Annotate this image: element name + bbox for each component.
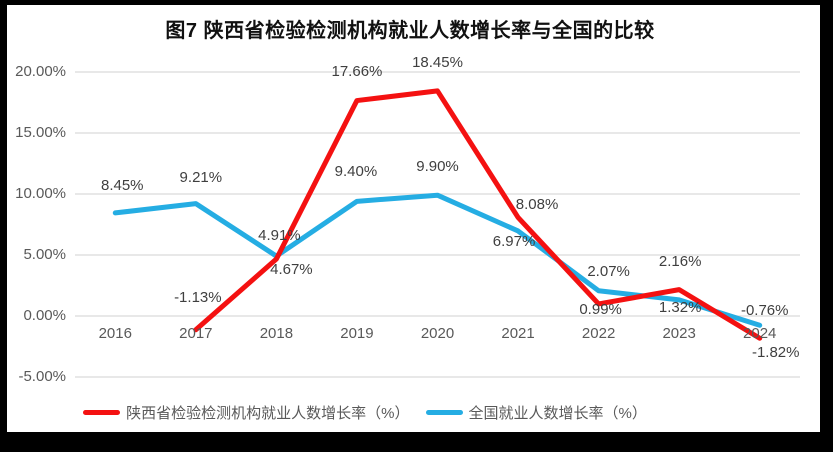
y-tick-label: 5.00%: [23, 246, 66, 263]
y-tick-label: 20.00%: [15, 63, 66, 80]
x-axis-label: 2020: [420, 325, 455, 342]
y-tick-label: 15.00%: [15, 124, 66, 141]
legend-item: 全国就业人数增长率（%）: [425, 402, 647, 423]
data-label: 4.67%: [270, 261, 313, 279]
data-label: 2.07%: [587, 262, 630, 280]
data-label: 4.91%: [258, 227, 301, 245]
chart-title: 图7 陕西省检验检测机构就业人数增长率与全国的比较: [165, 20, 655, 42]
data-label: 2.16%: [658, 252, 702, 270]
data-label: 0.99%: [579, 300, 622, 318]
legend-line-swatch-icon: [83, 410, 121, 415]
data-label: 8.08%: [515, 196, 559, 214]
data-label: 9.40%: [334, 163, 378, 181]
x-axis-label: 2024: [743, 325, 777, 342]
data-label: 9.21%: [179, 168, 223, 186]
x-axis-label: 2022: [581, 325, 616, 342]
x-axis-label: 2018: [259, 325, 294, 342]
y-tick-label: 0.00%: [23, 307, 66, 324]
x-axis-label: 2023: [662, 325, 696, 342]
x-axis-label: 2021: [501, 325, 535, 342]
legend-label: 陕西省检验检测机构就业人数增长率（%）: [126, 405, 410, 422]
data-label: -1.82%: [751, 344, 800, 362]
data-label: -0.76%: [740, 302, 789, 320]
data-label: 1.32%: [658, 298, 702, 316]
y-tick-label: 10.00%: [15, 185, 66, 202]
legend-item: 陕西省检验检测机构就业人数增长率（%）: [83, 402, 410, 423]
x-axis-label: 2019: [340, 325, 374, 342]
legend: 陕西省检验检测机构就业人数增长率（%） 全国就业人数增长率（%）: [0, 402, 775, 423]
data-label: 6.97%: [492, 232, 536, 250]
data-label: 17.66%: [331, 62, 383, 80]
data-label: 18.45%: [412, 53, 463, 71]
legend-label: 全国就业人数增长率（%）: [468, 405, 647, 422]
y-tick-label: -5.00%: [18, 368, 66, 385]
data-label: 9.90%: [416, 158, 459, 176]
x-axis-label: 2016: [98, 325, 132, 342]
x-axis-label: 2017: [179, 325, 213, 342]
data-label: 8.45%: [100, 176, 144, 194]
data-label: -1.13%: [174, 288, 222, 306]
legend-line-swatch-icon: [425, 410, 463, 415]
